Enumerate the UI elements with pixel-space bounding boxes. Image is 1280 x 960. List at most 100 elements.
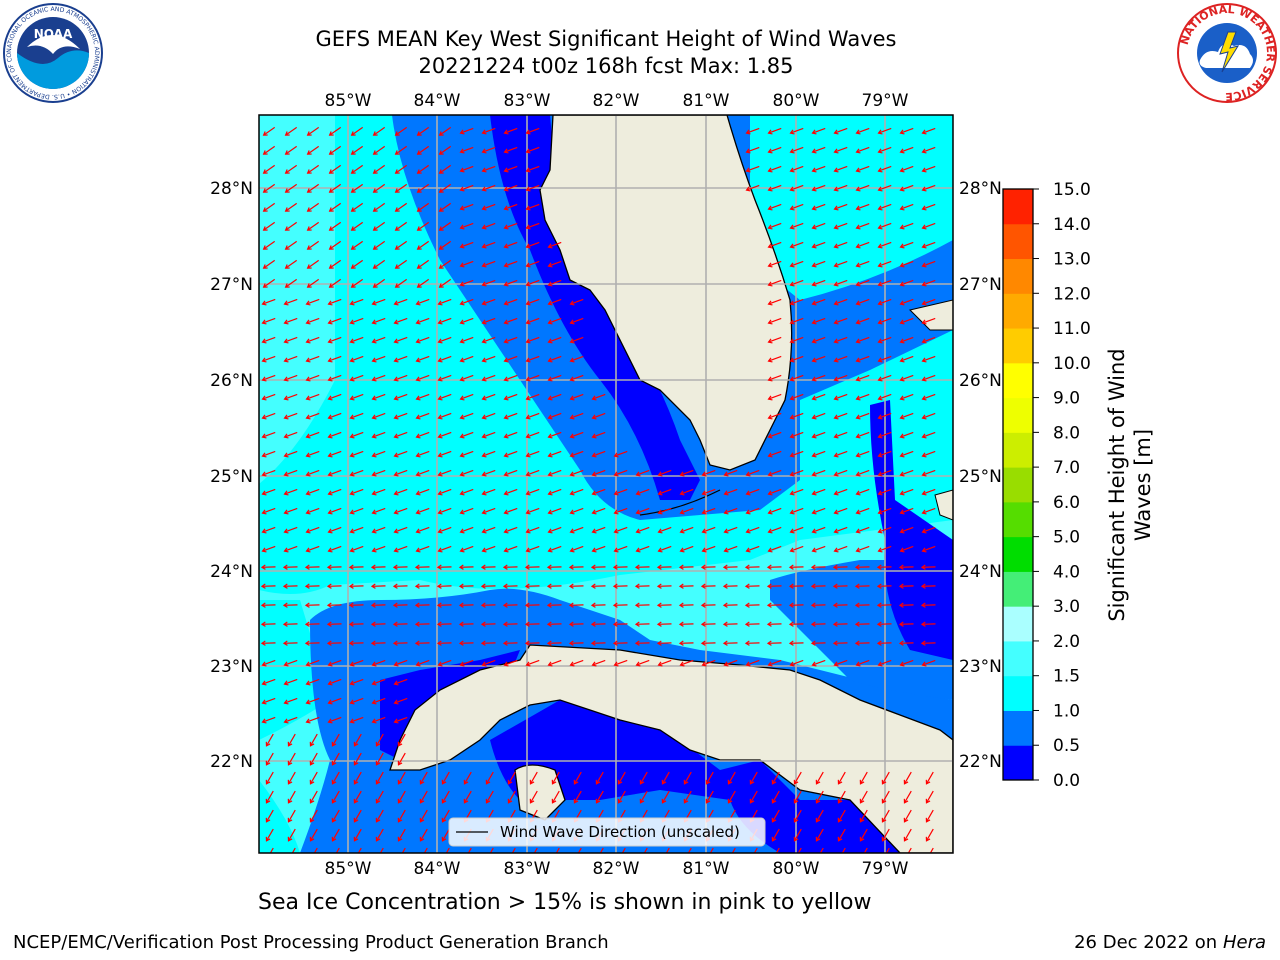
- arrow-head: [855, 357, 861, 363]
- arrow-head: [438, 207, 444, 212]
- arrow-head: [283, 376, 289, 382]
- arrow-head: [552, 856, 556, 860]
- wave-direction-arrow: [922, 355, 936, 362]
- arrow-head: [921, 129, 927, 135]
- arrow-head: [833, 129, 839, 135]
- wave-direction-arrow: [834, 222, 848, 229]
- arrow-head: [921, 490, 927, 496]
- arrow-head: [811, 262, 817, 268]
- lon-label-bottom: 80°W: [773, 859, 820, 879]
- arrow-head: [262, 188, 268, 193]
- arrow-head: [306, 188, 312, 193]
- wave-direction-arrow: [328, 526, 342, 533]
- arrow-head: [353, 836, 359, 842]
- wave-direction-arrow: [329, 126, 342, 136]
- florida-land: [539, 115, 793, 471]
- arrow-head: [833, 281, 839, 287]
- wave-direction-arrow: [526, 279, 540, 286]
- wave-direction-arrow: [284, 317, 298, 324]
- arrow-head: [350, 131, 356, 136]
- arrow-head: [789, 357, 795, 363]
- wave-direction-arrow: [834, 260, 848, 267]
- colorbar-tick-label: 12.0: [1053, 284, 1091, 304]
- arrow-head: [525, 528, 531, 534]
- arrow-head: [854, 583, 860, 589]
- arrow-head: [903, 836, 909, 842]
- arrow-head: [393, 661, 399, 667]
- wave-direction-arrow: [372, 526, 386, 533]
- arrow-head: [744, 564, 750, 570]
- wave-direction-arrow: [372, 488, 386, 495]
- arrow-head: [833, 528, 839, 534]
- arrow-head: [486, 856, 490, 860]
- arrow-head: [766, 602, 772, 608]
- arrow-head: [767, 395, 773, 401]
- arrow-head: [700, 640, 706, 646]
- wave-direction-arrow: [768, 469, 782, 476]
- arrow-head: [877, 262, 883, 268]
- arrow-head: [811, 547, 817, 553]
- arrow-head: [899, 357, 905, 363]
- arrow-head: [284, 169, 290, 174]
- arrow-head: [375, 741, 381, 747]
- wave-direction-arrow: [263, 202, 276, 212]
- arrow-head: [305, 433, 311, 439]
- arrow-head: [350, 226, 356, 231]
- wave-direction-arrow: [548, 355, 562, 362]
- arrow-head: [661, 779, 667, 785]
- wave-direction-arrow: [350, 355, 364, 362]
- wave-direction-arrow: [856, 146, 870, 153]
- arrow-head: [503, 661, 509, 667]
- wave-direction-arrow: [309, 790, 318, 804]
- wave-direction-arrow: [812, 526, 826, 533]
- wave-direction-arrow: [797, 847, 802, 853]
- arrow-head: [700, 621, 706, 627]
- arrow-head: [789, 319, 795, 325]
- wave-direction-arrow: [856, 203, 870, 210]
- arrow-head: [832, 640, 838, 646]
- wave-direction-arrow: [526, 184, 540, 191]
- arrow-head: [480, 621, 486, 627]
- arrow-head: [591, 452, 597, 458]
- arrow-head: [349, 718, 355, 724]
- arrow-head: [920, 602, 926, 608]
- wave-direction-arrow: [445, 847, 450, 853]
- wave-direction-arrow: [878, 222, 892, 229]
- arrow-head: [441, 798, 447, 804]
- arrow-head: [349, 471, 355, 477]
- wave-direction-arrow: [768, 317, 782, 324]
- arrow-head: [415, 414, 421, 420]
- wave-direction-arrow: [373, 126, 386, 136]
- arrow-head: [524, 621, 530, 627]
- colorbar-segment: [1003, 328, 1033, 364]
- arrow-head: [877, 509, 883, 515]
- arrow-head: [662, 856, 666, 860]
- wave-direction-arrow: [329, 259, 342, 269]
- arrow-head: [547, 528, 553, 534]
- wave-direction-arrow: [878, 450, 892, 457]
- arrow-head: [372, 131, 378, 136]
- arrow-head: [569, 414, 575, 420]
- wave-direction-arrow: [372, 336, 386, 343]
- wave-direction-arrow: [307, 202, 320, 212]
- arrow-head: [833, 395, 839, 401]
- wave-direction-arrow: [307, 278, 320, 288]
- wave-direction-arrow: [395, 278, 408, 288]
- arrow-head: [459, 528, 465, 534]
- arrow-head: [833, 357, 839, 363]
- wave-direction-arrow: [482, 184, 496, 191]
- wave-direction-arrow: [482, 165, 496, 172]
- arrow-head: [723, 547, 729, 553]
- wave-direction-arrow: [482, 393, 496, 400]
- wave-direction-arrow: [287, 752, 296, 766]
- wave-direction-arrow: [878, 488, 892, 495]
- arrow-head: [283, 452, 289, 458]
- arrow-head: [921, 205, 927, 211]
- wave-direction-arrow: [812, 317, 826, 324]
- arrow-head: [877, 452, 883, 458]
- arrow-head: [304, 564, 310, 570]
- wave-direction-arrow: [439, 259, 452, 269]
- arrow-head: [788, 640, 794, 646]
- wave-direction-arrow: [482, 317, 496, 324]
- arrow-head: [503, 205, 509, 211]
